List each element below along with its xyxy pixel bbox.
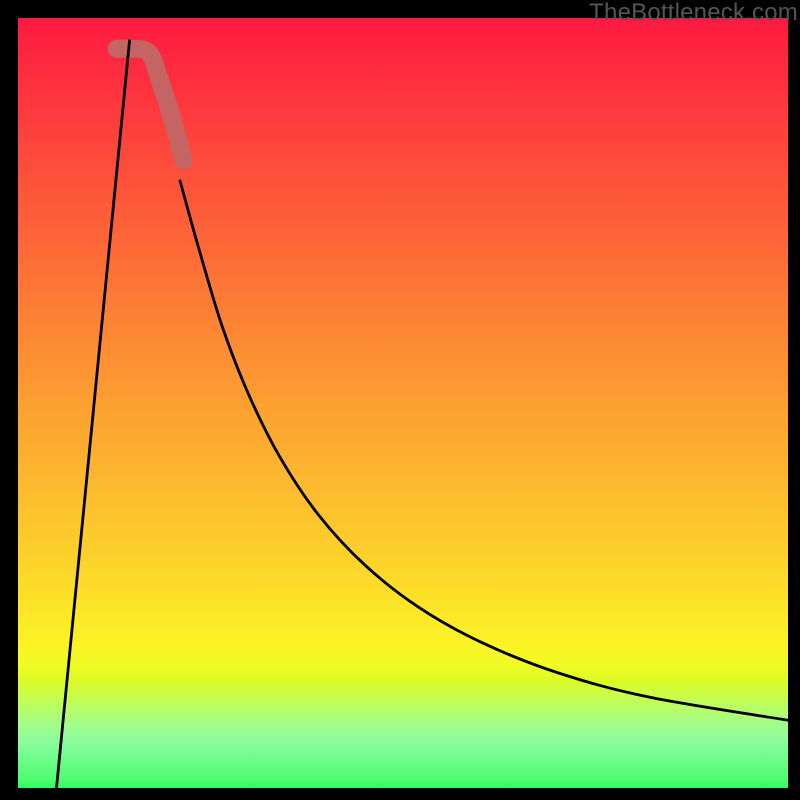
watermark-text: TheBottleneck.com [589,0,798,27]
plot-area [18,18,788,788]
left-line [57,40,130,788]
stage: TheBottleneck.com [0,0,800,800]
right-curve [180,180,788,721]
curve-layer [18,18,788,788]
